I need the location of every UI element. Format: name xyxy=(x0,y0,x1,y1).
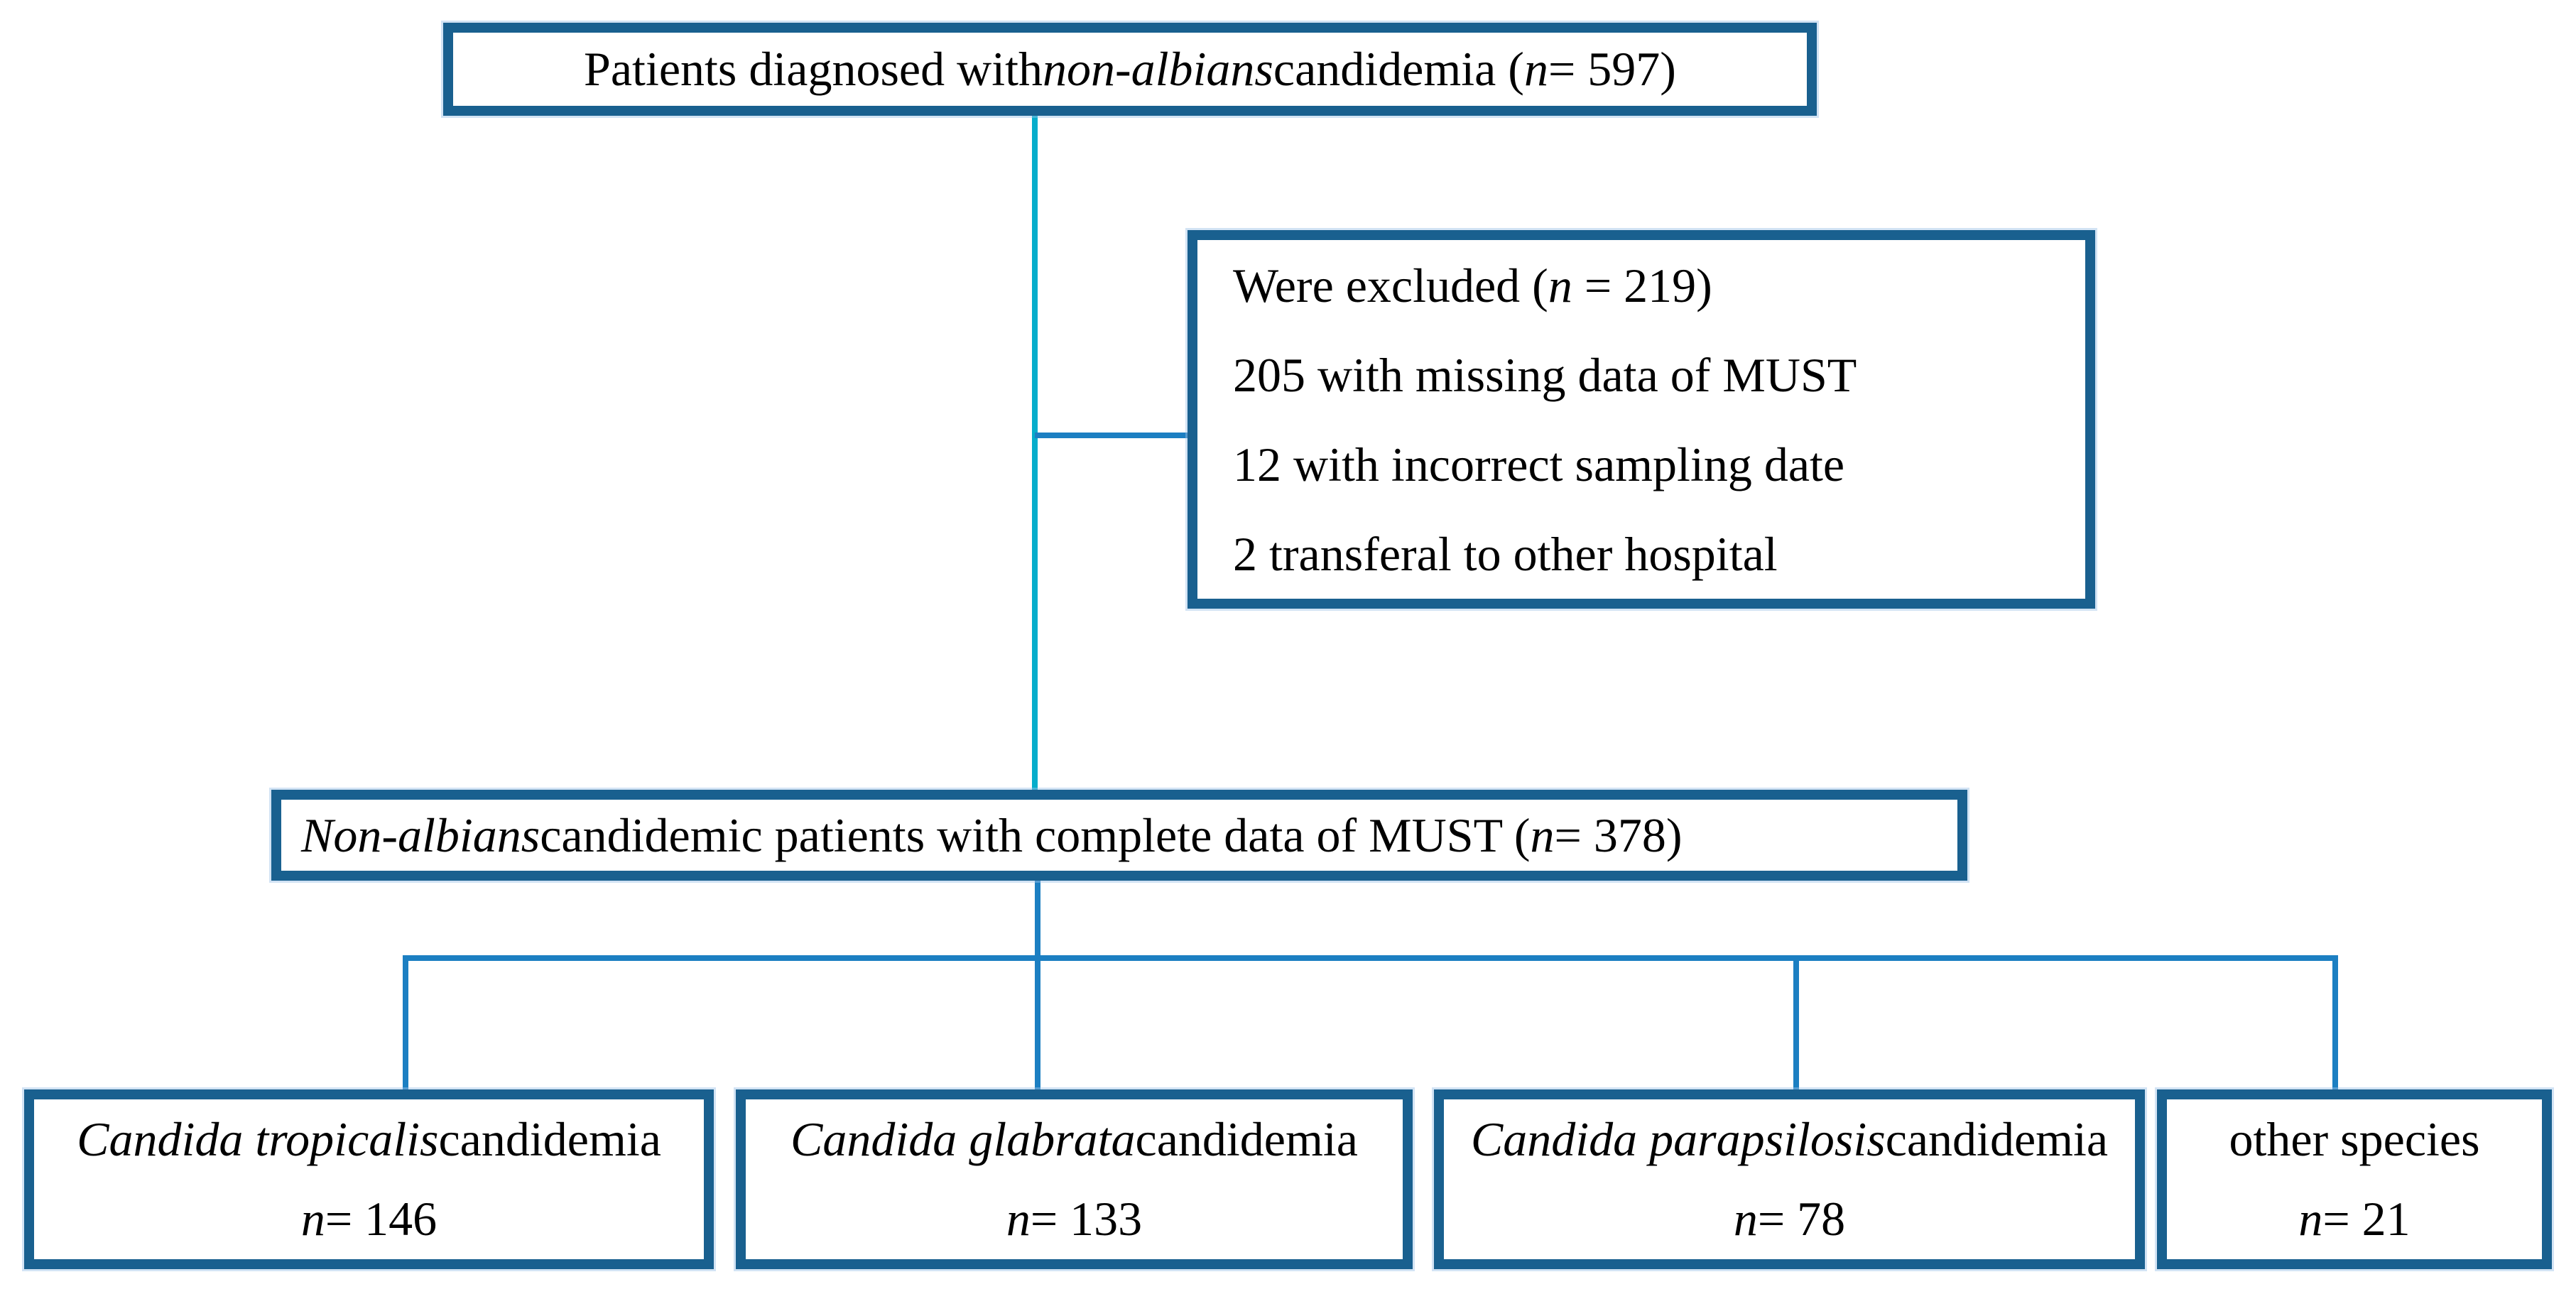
node-complete-data-text: Non-albians candidemic patients with com… xyxy=(301,808,1683,862)
excluded-line-incorrect-date: 12 with incorrect sampling date xyxy=(1233,437,1845,491)
connector-drop-tropicalis xyxy=(403,955,408,1090)
node-complete-data: Non-albians candidemic patients with com… xyxy=(271,790,1967,881)
node-other-species: other species n = 21 xyxy=(2157,1089,2552,1269)
node-diagnosed-text: Patients diagnosed with non-albians cand… xyxy=(584,42,1676,96)
connector-drop-parapsilosis xyxy=(1793,955,1799,1090)
node-tropicalis: Candida tropicalis candidemia n = 146 xyxy=(24,1089,714,1269)
excluded-line-missing-data: 205 with missing data of MUST xyxy=(1233,347,1857,402)
node-glabrata-title: Candida glabrata candidemia xyxy=(790,1111,1358,1166)
node-other-species-title: other species xyxy=(2229,1111,2480,1166)
connector-split-horizontal xyxy=(403,955,2338,961)
excluded-line-total: Were excluded (n = 219) xyxy=(1233,258,1712,312)
node-tropicalis-title: Candida tropicalis candidemia xyxy=(77,1111,661,1166)
node-excluded: Were excluded (n = 219) 205 with missing… xyxy=(1188,230,2095,609)
connector-drop-other-species xyxy=(2332,955,2338,1090)
node-glabrata-count: n = 133 xyxy=(1006,1192,1143,1246)
connector-branch-to-excluded xyxy=(1035,433,1188,438)
node-parapsilosis: Candida parapsilosis candidemia n = 78 xyxy=(1434,1089,2145,1269)
node-parapsilosis-title: Candida parapsilosis candidemia xyxy=(1470,1111,2109,1166)
node-diagnosed: Patients diagnosed with non-albians cand… xyxy=(443,23,1817,116)
node-excluded-lines: Were excluded (n = 219) 205 with missing… xyxy=(1197,240,2085,599)
node-glabrata: Candida glabrata candidemia n = 133 xyxy=(736,1089,1413,1269)
node-other-species-count: n = 21 xyxy=(2298,1192,2411,1246)
connector-top-to-middle-stem xyxy=(1032,114,1038,790)
node-tropicalis-count: n = 146 xyxy=(300,1192,438,1246)
node-parapsilosis-count: n = 78 xyxy=(1733,1192,1846,1246)
excluded-line-transferal: 2 transferal to other hospital xyxy=(1233,526,1778,581)
connector-middle-to-split-stem xyxy=(1035,880,1040,1090)
